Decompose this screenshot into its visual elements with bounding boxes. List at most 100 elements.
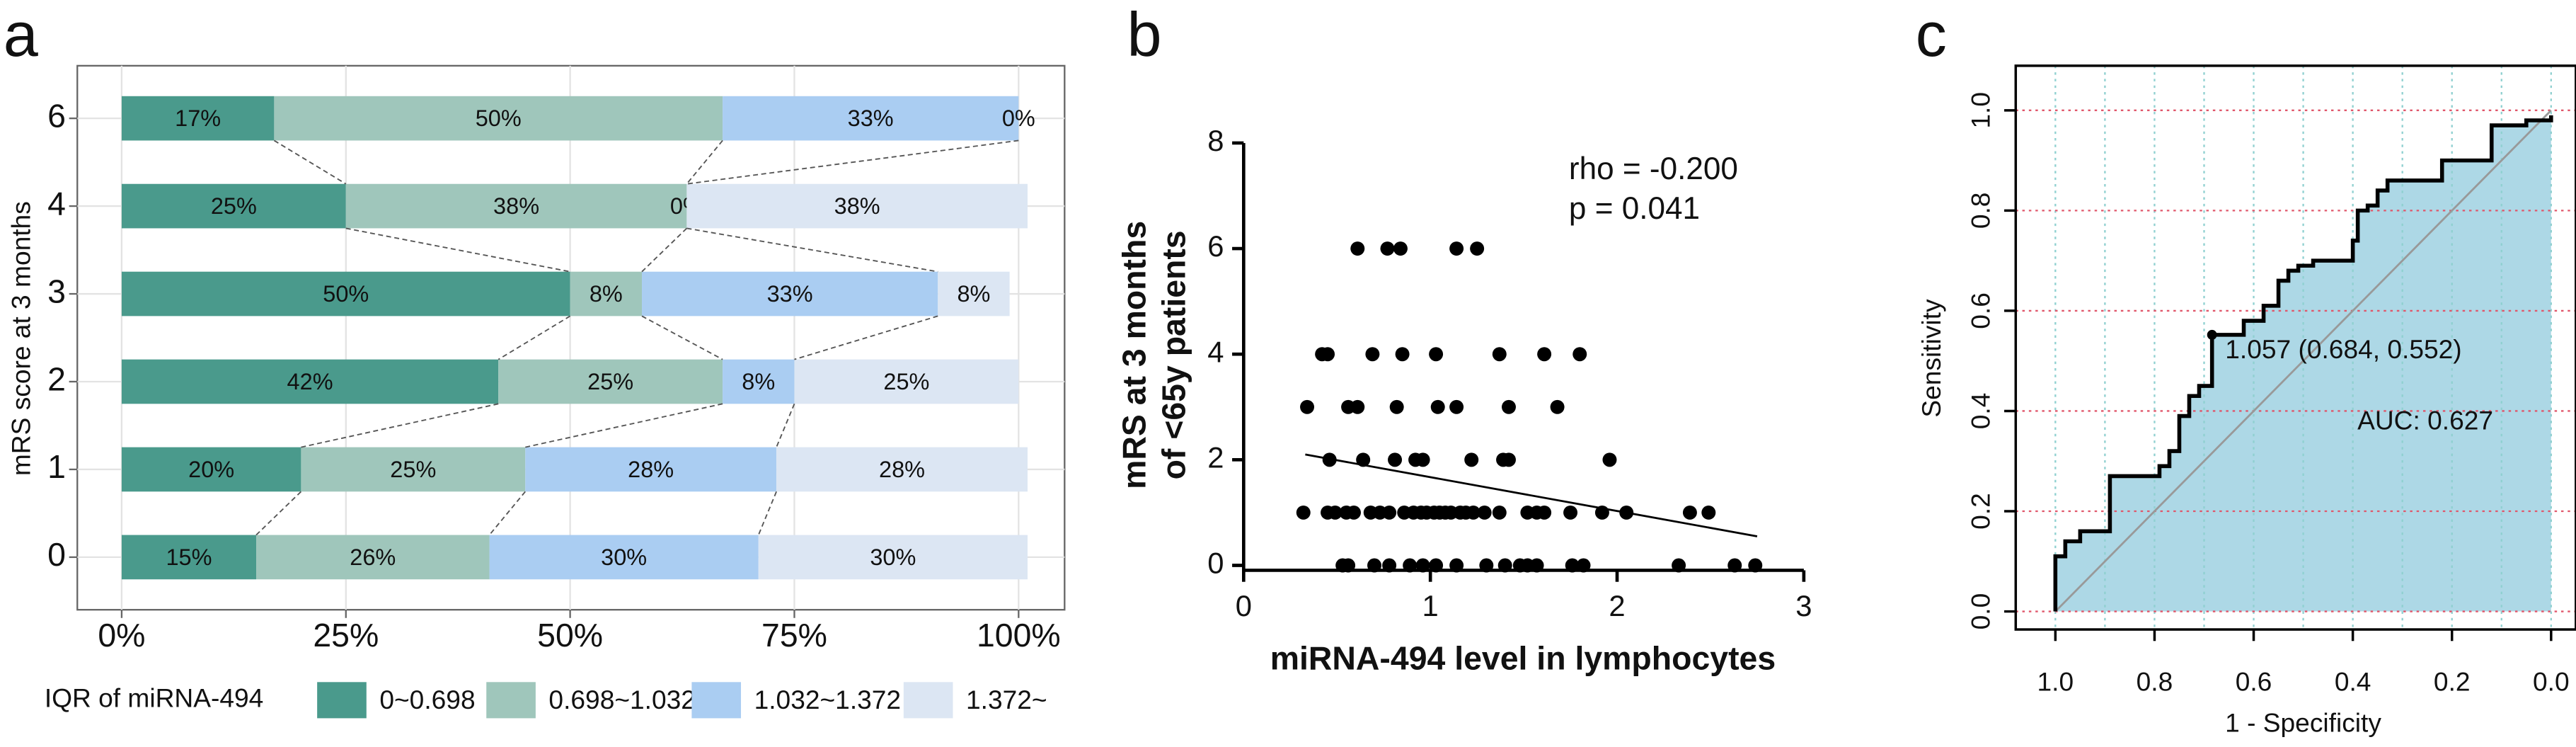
panel-label: c (1916, 0, 1947, 69)
y-tick-label: 0 (1207, 547, 1224, 580)
connector (686, 227, 938, 273)
x-tick-label: 0.8 (2137, 666, 2173, 696)
bar-segment (642, 271, 938, 317)
bar-segment (345, 183, 687, 229)
bar-segment (686, 183, 1028, 229)
y-tick-label: 2 (1207, 440, 1224, 474)
value-label: 25% (587, 369, 633, 394)
value-label: 33% (767, 281, 813, 307)
y-tick-label: 0.2 (1966, 493, 1996, 530)
data-point (1563, 505, 1578, 520)
value-label: 33% (848, 106, 894, 131)
y-tick-label: 0.6 (1966, 292, 1996, 329)
bar-segment (121, 183, 346, 229)
data-point (1321, 347, 1335, 362)
data-point (1479, 558, 1494, 573)
data-point (1550, 399, 1565, 414)
connector (301, 403, 499, 448)
data-point (1572, 347, 1587, 362)
bar-segment (489, 535, 759, 580)
y-tick-label: 1 (47, 448, 66, 485)
x-axis-label: 1 - Specificity (2225, 707, 2381, 737)
data-point (1466, 505, 1480, 520)
bar-segment (301, 447, 526, 492)
y-tick-label: 1.0 (1966, 92, 1996, 129)
value-label: 25% (211, 193, 257, 219)
data-point (1464, 452, 1479, 467)
data-point (1748, 558, 1763, 573)
data-point (1429, 558, 1444, 573)
value-label: 8% (590, 281, 623, 307)
bar-segment (121, 535, 257, 580)
y-tick-label: 3 (47, 273, 66, 309)
y-tick-label: 0.8 (1966, 193, 1996, 229)
data-point (1449, 399, 1464, 414)
value-label: 50% (323, 281, 369, 307)
fit-line (1305, 453, 1758, 537)
x-tick-label: 100% (977, 617, 1061, 654)
data-point (1602, 452, 1617, 467)
data-point (1537, 505, 1552, 520)
reference-diagonal (2054, 109, 2552, 612)
data-point (1477, 505, 1492, 520)
data-point (1296, 505, 1311, 520)
bar-segment (570, 271, 643, 317)
x-tick-label: 0.6 (2236, 666, 2272, 696)
data-point (1492, 347, 1507, 362)
connector (525, 403, 723, 448)
value-label: 0% (1002, 106, 1035, 131)
connector (686, 139, 723, 185)
panel-label: b (1127, 0, 1162, 69)
data-point (1350, 241, 1365, 256)
value-label: 30% (601, 544, 647, 570)
y-tick-label: 2 (47, 360, 66, 397)
x-tick-label: 1.0 (2037, 666, 2074, 696)
x-tick-label: 0 (1236, 589, 1252, 622)
connector (255, 491, 302, 536)
panel-label: a (4, 0, 39, 69)
value-label: 15% (166, 544, 212, 570)
connector (345, 227, 570, 273)
data-point (1537, 347, 1552, 362)
auc-label: AUC: 0.627 (2357, 405, 2493, 435)
data-point (1389, 399, 1404, 414)
value-label: 38% (834, 193, 880, 219)
data-point (1565, 558, 1580, 573)
data-point (1497, 558, 1512, 573)
data-point (1382, 505, 1397, 520)
value-label: 28% (879, 457, 925, 482)
bar-segment (256, 535, 490, 580)
bar-segment (121, 96, 275, 141)
y-tick-label: 6 (1207, 229, 1224, 263)
value-label: 50% (476, 106, 522, 131)
threshold-label: 1.057 (0.684, 0.552) (2225, 334, 2461, 364)
data-point (1388, 452, 1403, 467)
value-label: 30% (870, 544, 916, 570)
data-point (1682, 505, 1697, 520)
bar-segment (274, 96, 723, 141)
data-point (1502, 452, 1516, 467)
data-point (1701, 505, 1716, 520)
value-label: 8% (742, 369, 775, 394)
data-point (1415, 452, 1430, 467)
legend-swatch (903, 682, 953, 719)
bar-segment (776, 447, 1028, 492)
connector (273, 139, 347, 185)
data-point (1529, 558, 1544, 573)
data-point (1430, 399, 1445, 414)
y-tick-label: 6 (47, 97, 66, 134)
value-label: 17% (175, 106, 221, 131)
legend-swatch (691, 682, 742, 719)
x-tick-label: 0.2 (2434, 666, 2471, 696)
legend-title: IQR of miRNA-494 (45, 683, 263, 713)
x-axis-label: miRNA-494 level in lymphocytes (1270, 639, 1776, 676)
data-point (1328, 505, 1342, 520)
y-tick-label: 4 (1207, 335, 1224, 368)
value-label: 20% (188, 457, 234, 482)
data-point (1470, 241, 1485, 256)
value-label: 38% (493, 193, 539, 219)
value-label: 25% (390, 457, 436, 482)
y-axis-label: mRS score at 3 months (6, 201, 35, 476)
